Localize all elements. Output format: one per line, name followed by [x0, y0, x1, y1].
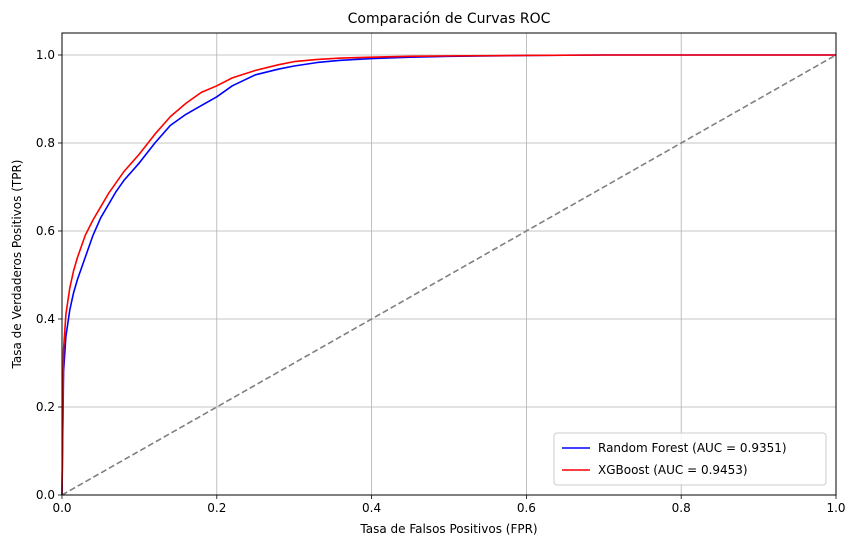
x-tick-label: 0.4 — [362, 501, 381, 515]
y-tick-label: 0.8 — [36, 136, 55, 150]
grid — [61, 33, 837, 496]
y-tick-label: 0.2 — [36, 400, 55, 414]
x-tick-label: 0.0 — [52, 501, 71, 515]
legend-box — [553, 432, 827, 486]
legend-entry-label: Random Forest (AUC = 0.9351) — [598, 441, 787, 455]
chart-title: Comparación de Curvas ROC — [348, 11, 551, 27]
x-tick-label: 0.6 — [517, 501, 536, 515]
y-tick-label: 0.0 — [36, 488, 55, 502]
y-tick-label: 1.0 — [36, 48, 55, 62]
series-layer — [61, 54, 837, 496]
y-tick-label: 0.4 — [36, 312, 55, 326]
plot-frame — [61, 32, 837, 496]
x-tick-label: 0.8 — [672, 501, 691, 515]
x-tick-label: 0.2 — [207, 501, 226, 515]
x-tick-label: 1.0 — [826, 501, 845, 515]
y-axis-label: Tasa de Verdaderos Positivos (TPR) — [10, 160, 24, 370]
diagonal-reference-line — [61, 54, 837, 496]
y-tick-label: 0.6 — [36, 224, 55, 238]
ticks: 0.0 0.2 0.4 0.6 0.8 1.0 0.0 0.2 0.4 0.6 0.8 1.0 — [36, 48, 846, 515]
series-line-1 — [61, 54, 836, 496]
x-axis-label: Tasa de Falsos Positivos (FPR) — [359, 522, 537, 536]
legend-entry-label: XGBoost (AUC = 0.9453) — [598, 463, 748, 477]
legend: Random Forest (AUC = 0.9351) XGBoost (AUC… — [553, 432, 827, 486]
